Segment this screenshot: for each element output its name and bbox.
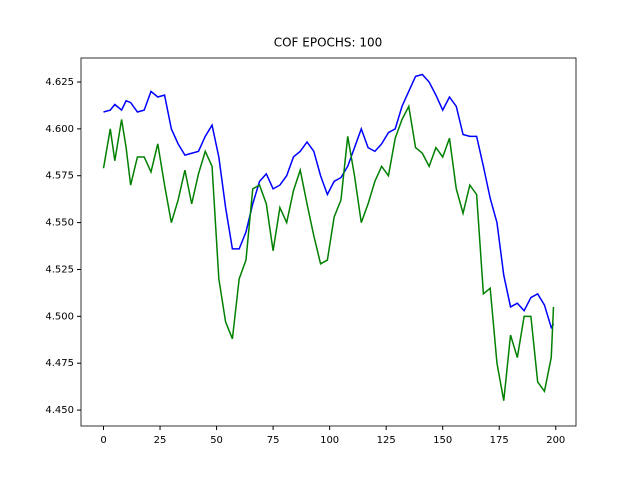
y-tick-label: 4.500: [45, 311, 74, 322]
axes-frame: [80, 57, 577, 427]
x-tick-label: 75: [267, 435, 280, 446]
x-tick-label: 150: [433, 435, 452, 446]
x-tick-label: 25: [154, 435, 167, 446]
y-tick-label: 4.525: [45, 264, 74, 275]
line: [102, 104, 555, 401]
x-tick-label: 200: [546, 435, 565, 446]
x-tick-label: 0: [100, 435, 106, 446]
y-tick-label: 4.575: [45, 171, 74, 182]
y-tick-label: 4.625: [45, 77, 74, 88]
y-tick-label: 4.550: [45, 218, 74, 229]
x-tick-label: 50: [210, 435, 223, 446]
chart-title: COF EPOCHS: 100: [274, 36, 383, 50]
x-tick-label: 175: [490, 435, 509, 446]
x-tick-label: 100: [320, 435, 339, 446]
y-tick-label: 4.475: [45, 358, 74, 369]
x-tick-label: 125: [377, 435, 396, 446]
y-tick-label: 4.450: [45, 405, 74, 416]
y-tick-label: 4.600: [45, 124, 74, 135]
line: [103, 73, 555, 330]
